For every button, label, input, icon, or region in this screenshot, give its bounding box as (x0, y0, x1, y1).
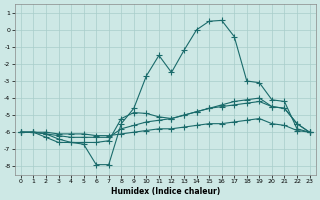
X-axis label: Humidex (Indice chaleur): Humidex (Indice chaleur) (111, 187, 220, 196)
